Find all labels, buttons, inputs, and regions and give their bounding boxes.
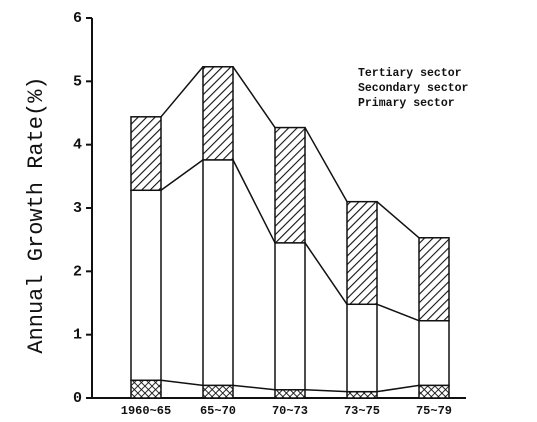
bar-segment xyxy=(418,237,450,322)
bar-segment xyxy=(130,116,162,192)
bar-segment xyxy=(274,126,306,244)
connector-line xyxy=(376,201,420,239)
connector-line xyxy=(232,159,276,244)
x-tick-label: 73~75 xyxy=(344,404,380,418)
bar-segment xyxy=(274,389,306,399)
connector-line xyxy=(160,379,204,387)
bar-segment xyxy=(274,242,306,391)
bar-segment xyxy=(202,66,234,161)
y-tick-label: 0 xyxy=(73,390,82,407)
legend-label: Primary sector xyxy=(358,97,455,110)
y-tick-label: 1 xyxy=(73,327,82,344)
y-tick-label: 2 xyxy=(73,263,82,280)
bar-segment xyxy=(418,384,450,399)
bar-segment xyxy=(346,390,378,399)
connector-line xyxy=(232,66,276,128)
connector-line xyxy=(160,159,204,191)
y-tick-label: 6 xyxy=(73,10,82,27)
connector-line xyxy=(304,389,348,393)
bar-segment xyxy=(130,379,162,399)
x-tick-label: 65~70 xyxy=(200,404,236,418)
legend-label: Tertiary sector xyxy=(358,67,462,80)
bar-segment xyxy=(202,159,234,387)
connector-line xyxy=(232,384,276,391)
connector-line xyxy=(376,384,420,393)
connector-line xyxy=(160,66,204,118)
bar-segment xyxy=(130,189,162,382)
y-axis-label: Annual Growth Rate(%) xyxy=(24,76,49,353)
legend-label: Secondary sector xyxy=(358,82,469,95)
y-tick-label: 4 xyxy=(73,137,82,154)
y-tick-label: 3 xyxy=(73,200,82,217)
bar-segment xyxy=(202,384,234,399)
connector-line xyxy=(304,127,348,203)
y-tick-label: 5 xyxy=(73,73,82,90)
x-tick-label: 70~73 xyxy=(272,404,308,418)
bar-segment xyxy=(346,200,378,306)
x-tick-label: 75~79 xyxy=(416,404,452,418)
bar-segment xyxy=(346,303,378,393)
bar-segment xyxy=(418,319,450,387)
x-tick-label: 1960~65 xyxy=(121,404,171,418)
connector-line xyxy=(376,303,420,322)
connector-line xyxy=(304,242,348,305)
